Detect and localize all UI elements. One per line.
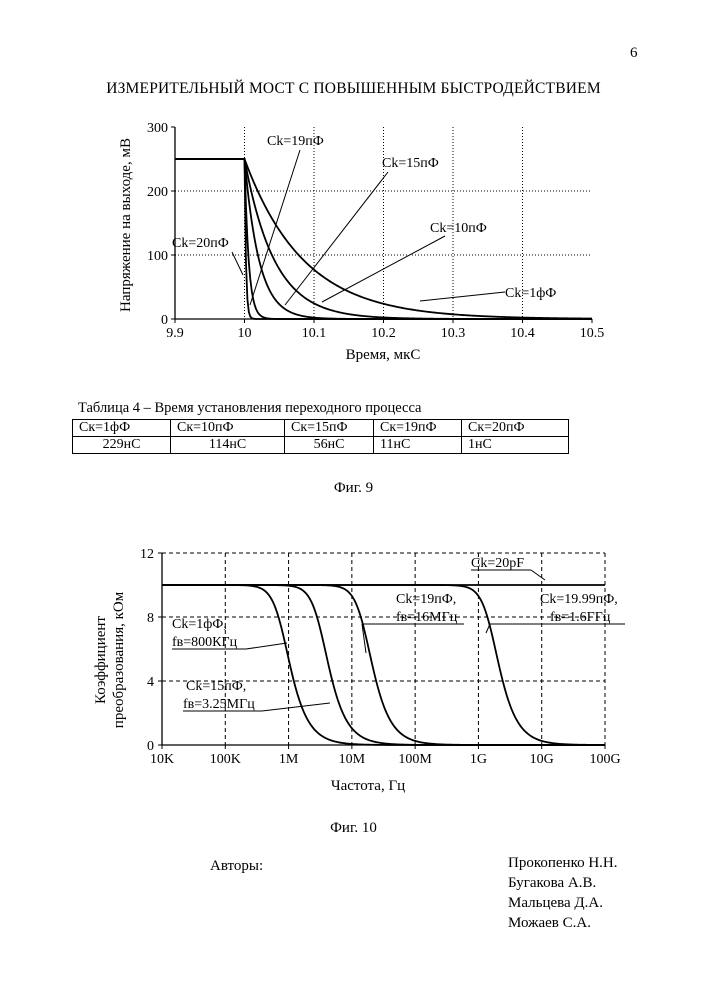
author-name: Мальцева Д.А. (508, 895, 603, 911)
fig10-series-line (162, 584, 605, 746)
table-cell: 56нС (284, 436, 374, 454)
fig9-y-tick-label: 100 (147, 249, 168, 264)
fig9-series-label: Ck=10пФ (430, 221, 487, 236)
fig10-leader-line (245, 642, 288, 650)
fig10-series-labels: Ck=20pF Ck=1фФ, fв=800КГц Ck=15пФ, fв=3.25МГ… (172, 556, 618, 712)
fig9-leader-line (419, 291, 506, 302)
table-cell: 114нС (170, 436, 285, 454)
fig9-x-tick-label: 10.1 (302, 326, 327, 341)
table-header-cell: Ск=20пФ (461, 419, 569, 437)
fig9-x-tick-label: 10.4 (510, 326, 535, 341)
table-header-cell: Ск=15пФ (284, 419, 374, 437)
table-row: 229нС 114нС 56нС 11нС 1нС (72, 436, 569, 454)
fig9-x-tick-label: 9.9 (166, 326, 184, 341)
fig10-series-label: Ck=15пФ, (186, 679, 246, 694)
fig9-series-label: Ck=19пФ (267, 134, 324, 149)
table-header-cell: Ск=19пФ (373, 419, 462, 437)
fig9-leader-line (284, 171, 389, 306)
table-header-row: Ск=1фФ Ск=10пФ Ск=15пФ Ск=19пФ Ск=20пФ (72, 419, 569, 437)
author-name: Можаев С.А. (508, 915, 591, 931)
fig10-grid (162, 552, 606, 745)
fig10-series-line (162, 584, 605, 746)
fig9-y-axis-label: Напряжение на выходе, мВ (118, 138, 134, 312)
fig9-tick-labels: 9.9 10 10.1 10.2 10.3 10.4 10.5 0 100 200 300 (147, 121, 604, 341)
fig10-leader-lines (172, 569, 625, 712)
fig9-leader-line (249, 149, 301, 306)
author-name: Прокопенко Н.Н. (508, 855, 618, 871)
fig9-x-axis-label: Время, мкС (346, 347, 421, 363)
authors-label: Авторы: (210, 858, 264, 874)
fig10-x-tick-label: 100K (210, 752, 241, 767)
author-name: Бугакова А.В. (508, 875, 597, 891)
fig9-series-labels: Ck=1фФ Ck=10пФ Ck=15пФ Ck=19пФ Ck=20пФ (172, 134, 556, 301)
fig9-leader-lines (231, 149, 506, 306)
fig10-x-tick-label: 1M (279, 752, 299, 767)
fig10-series-sublabel: fв=800КГц (172, 635, 238, 650)
figure-9-transient-chart: 9.9 10 10.1 10.2 10.3 10.4 10.5 0 100 200 300 Ck=1… (118, 121, 604, 363)
fig10-y-tick-label: 12 (140, 547, 154, 562)
fig9-y-tick-label: 300 (147, 121, 168, 136)
page-number: 6 (630, 45, 638, 61)
fig9-leader-line (231, 251, 244, 276)
fig10-axes (158, 552, 606, 749)
fig10-curves (162, 584, 606, 746)
fig10-x-tick-label: 10K (150, 752, 174, 767)
fig9-curves (175, 158, 593, 320)
fig9-x-tick-label: 10.3 (441, 326, 466, 341)
fig10-x-tick-label: 10M (339, 752, 366, 767)
fig10-x-tick-label: 100M (398, 752, 432, 767)
fig10-leader-line (485, 623, 491, 634)
fig9-series-line (175, 158, 593, 320)
figure-9-caption: Фиг. 9 (333, 480, 374, 496)
fig9-series-label: Ck=15пФ (382, 156, 439, 171)
fig10-series-label: Ck=20pF (471, 556, 524, 571)
fig10-series-sublabel: fв=3.25МГц (183, 697, 255, 712)
fig10-series-line (162, 584, 605, 746)
fig10-y-tick-label: 0 (147, 739, 154, 754)
fig10-leader-line (530, 569, 546, 581)
fig9-y-tick-label: 0 (161, 313, 168, 328)
fig10-x-tick-label: 100G (589, 752, 620, 767)
fig9-leader-line (321, 235, 446, 303)
fig10-x-tick-label: 10G (530, 752, 554, 767)
fig10-x-axis-label: Частота, Гц (331, 778, 405, 794)
table-caption: Таблица 4 – Время установления переходно… (78, 400, 422, 416)
fig10-series-label: Ck=19.99пФ, (540, 592, 618, 607)
fig9-series-line (175, 158, 592, 320)
fig9-series-label: Ck=1фФ (505, 286, 556, 301)
table-header-cell: Ск=1фФ (72, 419, 171, 437)
settling-time-table: Ск=1фФ Ск=10пФ Ск=15пФ Ск=19пФ Ск=20пФ 2… (72, 419, 569, 454)
table-cell: 1нС (461, 436, 569, 454)
table-cell: 11нС (373, 436, 462, 454)
fig10-series-label: Ck=19пФ, (396, 592, 456, 607)
fig9-x-tick-label: 10 (238, 326, 252, 341)
fig10-y-tick-label: 8 (147, 611, 154, 626)
fig10-series-label: Ck=1фФ, (172, 617, 227, 632)
fig10-y-axis-label-line1: Коэффициент (93, 616, 109, 704)
fig10-y-tick-label: 4 (147, 675, 154, 690)
figure-10-caption: Фиг. 10 (330, 820, 377, 836)
fig10-series-line (162, 584, 606, 746)
fig10-leader-line (261, 702, 331, 712)
fig10-series-sublabel: fв=1.6ГГц (550, 610, 611, 625)
document-title: ИЗМЕРИТЕЛЬНЫЙ МОСТ С ПОВЫШЕННЫМ БЫСТРОДЕ… (106, 80, 601, 97)
fig10-tick-labels: 10K 100K 1M 10M 100M 1G 10G 100G 0 4 8 12 (140, 547, 621, 767)
fig9-y-tick-label: 200 (147, 185, 168, 200)
table-header-cell: Ск=10пФ (170, 419, 285, 437)
fig10-leader-line (361, 623, 367, 654)
fig10-y-axis-label-line2: преобразования, кОм (111, 591, 127, 728)
table-cell: 229нС (72, 436, 171, 454)
fig9-x-tick-label: 10.5 (580, 326, 605, 341)
fig9-x-tick-label: 10.2 (371, 326, 396, 341)
fig9-series-label: Ck=20пФ (172, 236, 229, 251)
fig10-series-sublabel: fв=16МГц (396, 610, 458, 625)
fig10-x-tick-label: 1G (470, 752, 487, 767)
